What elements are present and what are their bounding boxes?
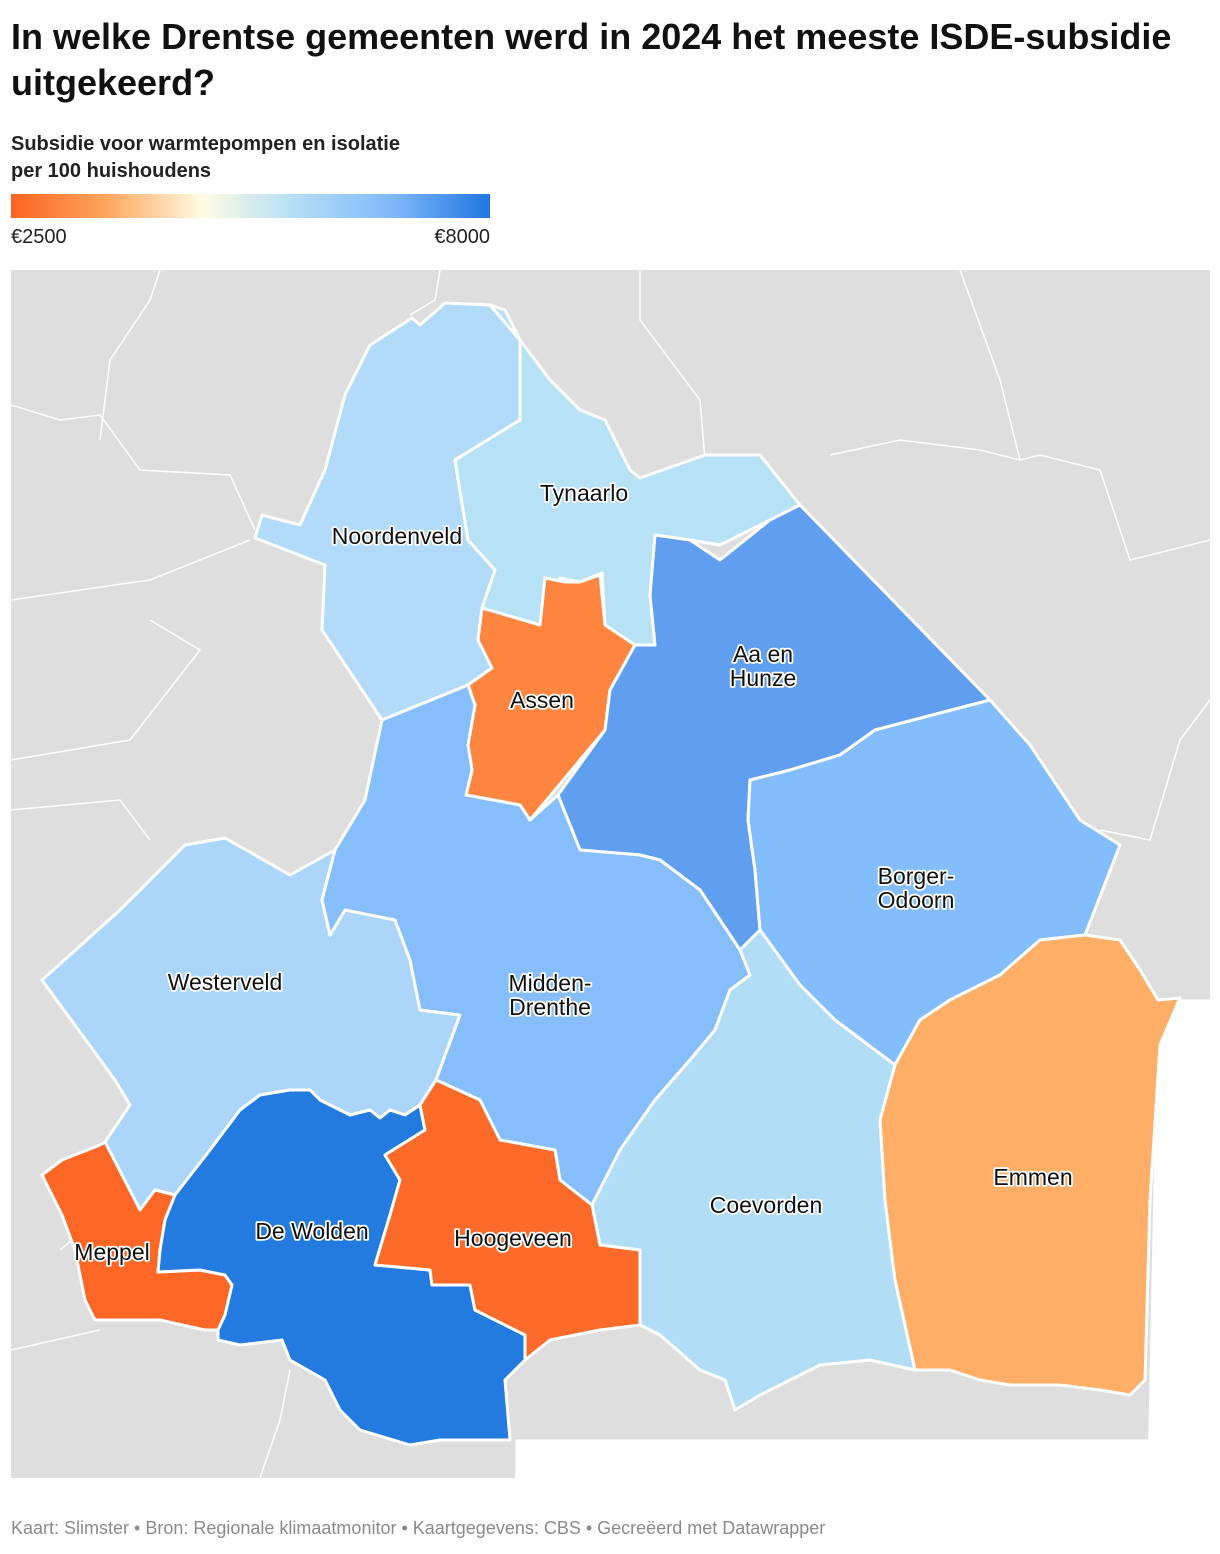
municipality-labels: Noordenveld Tynaarlo Assen Aa en Hunze Bo… (73, 478, 1075, 1267)
color-scale-bar (11, 194, 490, 218)
chart-title: In welke Drentse gemeenten werd in 2024 … (11, 16, 1172, 103)
label-de-wolden: De Wolden (255, 1218, 368, 1244)
label-westerveld: Westerveld (168, 969, 283, 995)
label-line: Drenthe (509, 994, 591, 1020)
choropleth-map: Noordenveld Tynaarlo Assen Aa en Hunze Bo… (11, 270, 1210, 1478)
label-emmen: Emmen (993, 1164, 1072, 1190)
legend-max-label: €8000 (434, 226, 490, 248)
label-line: Emmen (993, 1164, 1072, 1190)
label-line: Tynaarlo (540, 480, 628, 506)
label-hoogeveen: Hoogeveen (454, 1225, 572, 1251)
label-line: Midden- (508, 970, 591, 996)
label-line: Noordenveld (332, 523, 462, 549)
label-line: Hoogeveen (454, 1225, 572, 1251)
label-line: Aa en (733, 641, 793, 667)
label-line: De Wolden (255, 1218, 368, 1244)
label-line: Borger- (878, 863, 955, 889)
source-footer: Kaart: Slimster • Bron: Regionale klimaa… (11, 1518, 826, 1538)
outside-data-area (515, 999, 1210, 1478)
label-line: Hunze (730, 665, 796, 691)
municipality-hoogeveen[interactable] (373, 1078, 642, 1362)
label-line: Westerveld (168, 969, 283, 995)
label-line: Assen (510, 687, 574, 713)
municipalities (40, 301, 1182, 1447)
label-line: Odoorn (878, 887, 955, 913)
label-noordenveld: Noordenveld (332, 523, 462, 549)
legend-min-label: €2500 (11, 226, 67, 248)
label-coevorden: Coevorden (710, 1192, 823, 1218)
legend-title-line-2: per 100 huishoudens (11, 160, 212, 182)
label-tynaarlo: Tynaarlo (540, 480, 628, 506)
map-svg: Noordenveld Tynaarlo Assen Aa en Hunze Bo… (11, 270, 1210, 1478)
label-borger-odoorn: Borger-Odoorn (878, 863, 955, 913)
label-assen: Assen (510, 687, 574, 713)
label-aa-en-hunze: Aa en Hunze (730, 641, 796, 691)
label-meppel: Meppel (74, 1239, 149, 1265)
label-midden-drenthe: Midden-Drenthe (508, 970, 591, 1020)
municipality-emmen[interactable] (878, 933, 1182, 1397)
legend-title-line-1: Subsidie voor warmtepompen en isolatie (11, 133, 400, 155)
legend-title: Subsidie voor warmtepompen en isolatie p… (11, 131, 491, 185)
label-line: Meppel (74, 1239, 149, 1265)
label-line: Coevorden (710, 1192, 823, 1218)
